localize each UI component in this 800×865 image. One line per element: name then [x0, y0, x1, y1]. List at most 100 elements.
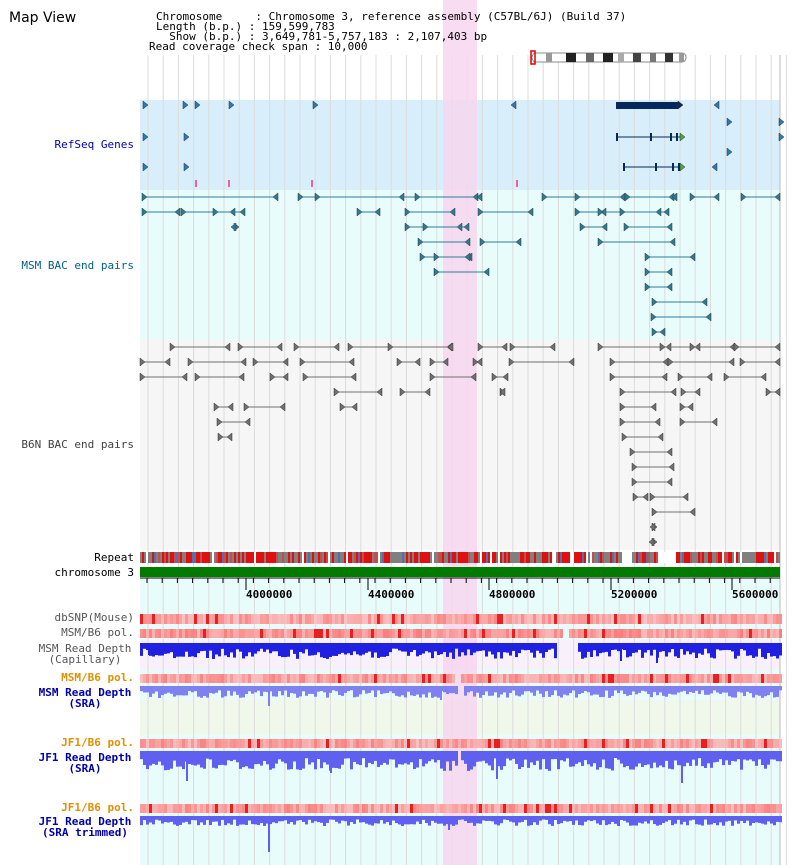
repeat-segment: [526, 552, 528, 563]
depth-bar: [470, 643, 473, 656]
repeat-segment: [462, 552, 464, 563]
pol-heat-cell: [692, 739, 695, 748]
depth-bar: [749, 816, 752, 826]
track-label-b6n-bac[interactable]: B6N BAC end pairs: [21, 438, 134, 451]
pol-heat-cell: [740, 739, 743, 748]
bac-end-marker: [666, 267, 673, 277]
depth-bar: [431, 816, 434, 821]
depth-bar: [746, 643, 749, 656]
pol-heat-cell: [536, 614, 539, 624]
depth-bar: [632, 643, 635, 653]
bac-end-marker: [499, 387, 506, 397]
bac-end-marker: [217, 432, 224, 442]
depth-bar: [386, 751, 389, 765]
depth-bar: [752, 686, 755, 698]
depth-bar: [692, 643, 695, 653]
repeat-segment: [334, 552, 336, 563]
bac-end-marker: [476, 192, 483, 202]
depth-bar: [287, 816, 290, 824]
track-label-refseq[interactable]: RefSeq Genes: [54, 138, 134, 151]
depth-bar: [704, 686, 707, 695]
depth-bar: [317, 643, 320, 653]
depth-bar: [542, 751, 545, 760]
depth-bar: [533, 686, 536, 696]
track-label-msm-depth-cap[interactable]: MSM Read Depth (Capillary): [20, 643, 150, 665]
depth-bar: [272, 816, 275, 823]
depth-bar: [542, 816, 545, 820]
pol-heat-cell: [623, 629, 626, 638]
pol-heat-cell: [257, 674, 260, 683]
depth-bar: [260, 816, 263, 824]
pol-heat-cell: [485, 804, 488, 813]
pol-heat-cell: [209, 629, 212, 638]
pol-heat-cell: [215, 804, 218, 813]
repeat-segment: [494, 552, 496, 563]
pol-heat-cell: [473, 739, 476, 748]
pol-heat-cell: [152, 629, 155, 638]
pol-heat-cell: [623, 674, 626, 683]
pol-heat-cell: [431, 674, 434, 683]
pol-heat-cell: [209, 674, 212, 683]
pol-heat-cell: [173, 739, 176, 748]
depth-bar: [464, 643, 467, 656]
pol-heat-cell: [185, 629, 188, 638]
depth-bar: [260, 686, 263, 697]
bac-end-marker: [728, 357, 735, 367]
depth-bar: [587, 643, 590, 652]
repeat-segment: [652, 552, 654, 563]
pol-heat-cell: [371, 629, 374, 638]
pol-heat-cell: [767, 614, 770, 624]
pol-heat-cell: [590, 614, 593, 624]
depth-bar: [380, 751, 383, 765]
pol-heat-cell: [500, 614, 503, 624]
repeat-segment: [392, 552, 394, 563]
depth-spike: [620, 643, 622, 661]
pol-heat-cell: [302, 674, 305, 683]
pol-heat-cell: [446, 739, 449, 748]
bac-end-marker: [706, 372, 713, 382]
depth-bar: [515, 643, 518, 658]
pol-heat-cell: [359, 614, 362, 624]
depth-bar: [371, 686, 374, 691]
track-label-dbsnp[interactable]: dbSNP(Mouse): [54, 611, 134, 624]
depth-bar: [257, 686, 260, 691]
bac-end-marker: [648, 537, 655, 547]
depth-bar: [353, 751, 356, 762]
depth-bar: [185, 686, 188, 696]
pol-heat-cell: [176, 739, 179, 748]
repeat-segment: [432, 552, 434, 563]
repeat-segment: [534, 552, 536, 563]
pol-heat-cell: [617, 804, 620, 813]
depth-bar: [281, 643, 284, 658]
track-label-msm-b6-pol[interactable]: MSM/B6 pol.: [61, 626, 134, 639]
repeat-segment: [356, 552, 358, 563]
pol-heat-cell: [365, 614, 368, 624]
depth-bar: [173, 816, 176, 825]
bac-end-marker: [194, 372, 201, 382]
track-label-jf1-b6-pol-trim[interactable]: JF1/B6 pol.: [61, 801, 134, 814]
depth-bar: [614, 751, 617, 759]
track-label-msm-depth-sra[interactable]: MSM Read Depth (SRA): [20, 687, 150, 709]
repeat-segment: [538, 552, 540, 563]
depth-bar: [200, 686, 203, 698]
track-label-msm-bac[interactable]: MSM BAC end pairs: [21, 259, 134, 272]
depth-bar: [602, 686, 605, 697]
pol-heat-cell: [650, 629, 653, 638]
repeat-segment: [616, 552, 618, 563]
pol-heat-cell: [305, 674, 308, 683]
depth-bar: [611, 816, 614, 822]
track-label-jf1-b6-pol[interactable]: JF1/B6 pol.: [61, 736, 134, 749]
track-label-jf1-depth[interactable]: JF1 Read Depth (SRA): [20, 752, 150, 774]
depth-bar: [536, 751, 539, 761]
repeat-segment: [770, 552, 772, 563]
pol-heat-cell: [722, 804, 725, 813]
track-label-msm-b6-pol-sra[interactable]: MSM/B6 pol.: [61, 671, 134, 684]
track-label-jf1-trim[interactable]: JF1 Read Depth (SRA trimmed): [20, 816, 150, 838]
repeat-segment: [424, 552, 426, 563]
pol-heat-cell: [422, 804, 425, 813]
pol-heat-cell: [191, 614, 194, 624]
repeat-segment: [258, 552, 260, 563]
depth-bar: [341, 816, 344, 821]
pol-heat-cell: [710, 629, 713, 638]
